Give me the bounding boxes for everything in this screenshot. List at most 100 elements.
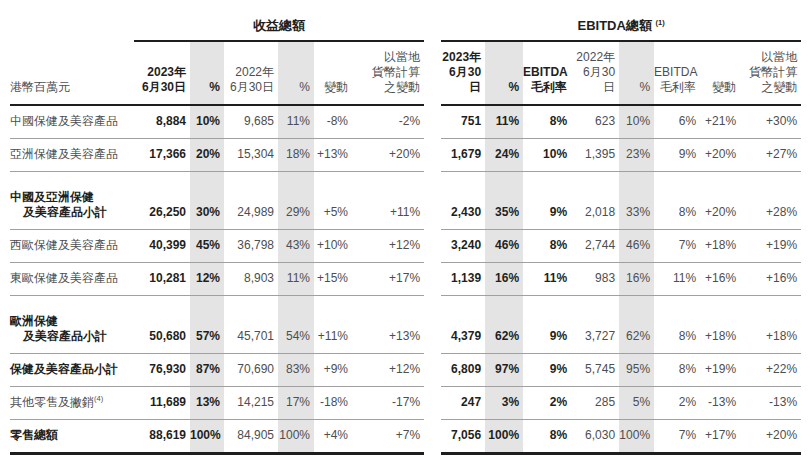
ebitda-2022-margin: 11% [654, 263, 700, 296]
ebitda-2023-margin: 8% [523, 105, 571, 139]
ebitda-local-currency-change: +27% [740, 139, 801, 172]
revenue-2023-value: 10,281 [134, 263, 190, 296]
section-gap [424, 230, 441, 263]
ebitda-2022-margin: 8% [654, 296, 700, 354]
ebitda-2022-value: 1,395 [571, 139, 619, 172]
revenue-2022-value: 9,685 [224, 105, 278, 139]
revenue-2023-value: 26,250 [134, 172, 190, 230]
ebitda-2023-pct-header: % [485, 41, 523, 105]
revenue-2022-value: 45,701 [224, 296, 278, 354]
ebitda-2022-value: 2,744 [571, 230, 619, 263]
revenue-2022-pct: 83% [278, 354, 314, 387]
revenue-2022-pct: 100% [278, 420, 314, 454]
ebitda-2023-pct: 3% [485, 387, 523, 420]
section-gap [424, 387, 441, 420]
revenue-2022-pct: 29% [278, 172, 314, 230]
row-label-text: 歐洲保健 [10, 314, 58, 328]
ebitda-change: -13% [700, 387, 740, 420]
ebitda-local-currency-change: +18% [740, 296, 801, 354]
table-row: 零售總額88,619100%84,905100%+4%+7%7,056100%8… [10, 420, 801, 454]
ebitda-2022-pct: 62% [619, 296, 654, 354]
ebitda-2023-pct: 46% [485, 230, 523, 263]
ebitda-2023-margin: 10% [523, 139, 571, 172]
revenue-change: +5% [314, 172, 352, 230]
ebitda-2023-margin-header: EBITDA 毛利率 [523, 41, 571, 105]
row-label: 保健及美容產品小計 [10, 354, 134, 387]
revenue-local-currency-change: +11% [352, 172, 424, 230]
row-label: 零售總額 [10, 420, 134, 454]
revenue-2023-value: 76,930 [134, 354, 190, 387]
revenue-local-change-header: 以當地 貨幣計算 之變動 [352, 41, 424, 105]
ebitda-2023-pct: 35% [485, 172, 523, 230]
revenue-change: +13% [314, 139, 352, 172]
row-label: 西歐保健及美容產品 [10, 230, 134, 263]
revenue-2022-pct: 43% [278, 230, 314, 263]
revenue-change: +10% [314, 230, 352, 263]
revenue-2023-pct: 12% [190, 263, 224, 296]
ebitda-local-change-header: 以當地 貨幣計算 之變動 [740, 41, 801, 105]
table-row: 東歐保健及美容產品10,28112%8,90311%+15%+17%1,1391… [10, 263, 801, 296]
ebitda-2023-margin: 11% [523, 263, 571, 296]
ebitda-2022-pct: 95% [619, 354, 654, 387]
table-row: 其他零售及撇銷(4)11,68913%14,21517%-18%-17%2473… [10, 387, 801, 420]
row-label-text: 其他零售及撇銷 [10, 395, 94, 409]
row-label-text: 保健及美容產品小計 [10, 362, 118, 376]
ebitda-2022-margin: 6% [654, 105, 700, 139]
ebitda-2023-value: 751 [441, 105, 485, 139]
ebitda-2022-margin-header: EBITDA 毛利率 [654, 41, 700, 105]
ebitda-local-currency-change: +16% [740, 263, 801, 296]
revenue-2023-pct: 13% [190, 387, 224, 420]
ebitda-section-title: EBITDA總額 (1) [441, 8, 801, 41]
row-label: 中國及亞洲保健及美容產品小計 [10, 172, 134, 230]
revenue-2023-pct: 57% [190, 296, 224, 354]
row-label-text: 西歐保健及美容產品 [10, 238, 118, 252]
row-label: 東歐保健及美容產品 [10, 263, 134, 296]
row-label: 其他零售及撇銷(4) [10, 387, 134, 420]
ebitda-2023-pct: 62% [485, 296, 523, 354]
ebitda-local-currency-change: +28% [740, 172, 801, 230]
ebitda-change: +20% [700, 139, 740, 172]
revenue-change: +11% [314, 296, 352, 354]
table-row: 歐洲保健及美容產品小計50,68057%45,70154%+11%+13%4,3… [10, 296, 801, 354]
revenue-2022-pct: 11% [278, 105, 314, 139]
revenue-local-currency-change: -2% [352, 105, 424, 139]
ebitda-2022-value: 3,727 [571, 296, 619, 354]
ebitda-2022-pct: 23% [619, 139, 654, 172]
table-row: 西歐保健及美容產品40,39945%36,79843%+10%+12%3,240… [10, 230, 801, 263]
revenue-2023-pct: 87% [190, 354, 224, 387]
row-label-text: 中國及亞洲保健 [10, 190, 94, 204]
row-label-text: 及美容產品小計 [23, 205, 107, 219]
row-label-text: 零售總額 [10, 428, 58, 442]
section-gap [424, 105, 441, 139]
ebitda-2022-margin: 8% [654, 354, 700, 387]
ebitda-change: +20% [700, 172, 740, 230]
revenue-section-title: 收益總額 [134, 8, 424, 41]
revenue-2023-value: 17,366 [134, 139, 190, 172]
ebitda-2023-date-header: 2023年 6月30日 [441, 41, 485, 105]
ebitda-2023-value: 4,379 [441, 296, 485, 354]
unit-label: 港幣百萬元 [10, 41, 134, 105]
ebitda-2023-margin: 8% [523, 230, 571, 263]
ebitda-2022-value: 623 [571, 105, 619, 139]
row-label-text: 及美容產品小計 [23, 329, 107, 343]
revenue-change: +4% [314, 420, 352, 454]
revenue-local-currency-change: +12% [352, 354, 424, 387]
revenue-2023-date-header: 2023年 6月30日 [134, 41, 190, 105]
section-gap [424, 41, 441, 105]
revenue-2023-pct: 45% [190, 230, 224, 263]
ebitda-2022-margin: 7% [654, 420, 700, 454]
revenue-2023-value: 11,689 [134, 387, 190, 420]
revenue-2023-value: 88,619 [134, 420, 190, 454]
ebitda-2022-date-header: 2022年 6月30日 [571, 41, 619, 105]
ebitda-2023-value: 1,139 [441, 263, 485, 296]
ebitda-2023-value: 7,056 [441, 420, 485, 454]
revenue-2022-value: 36,798 [224, 230, 278, 263]
ebitda-2022-pct: 100% [619, 420, 654, 454]
ebitda-2023-margin: 9% [523, 354, 571, 387]
row-label-text: 東歐保健及美容產品 [10, 271, 118, 285]
revenue-local-currency-change: +17% [352, 263, 424, 296]
table-row: 中國及亞洲保健及美容產品小計26,25030%24,98929%+5%+11%2… [10, 172, 801, 230]
section-gap [424, 296, 441, 354]
ebitda-2023-margin: 9% [523, 296, 571, 354]
ebitda-section-title-text: EBITDA總額 [578, 18, 652, 33]
